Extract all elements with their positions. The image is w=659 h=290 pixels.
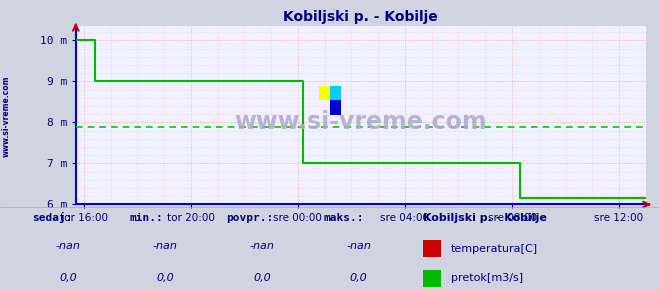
Text: pretok[m3/s]: pretok[m3/s] [451, 273, 523, 283]
Title: Kobiljski p. - Kobilje: Kobiljski p. - Kobilje [283, 10, 438, 23]
Text: min.:: min.: [129, 213, 163, 223]
Text: Kobiljski p. - Kobilje: Kobiljski p. - Kobilje [423, 213, 547, 223]
Bar [320, 86, 330, 100]
Text: 0,0: 0,0 [156, 273, 174, 282]
Text: sedaj:: sedaj: [32, 212, 73, 223]
Bar [423, 240, 442, 257]
Bar [330, 100, 341, 115]
Bar [423, 270, 442, 287]
Text: 0,0: 0,0 [253, 273, 271, 282]
Bar [330, 86, 341, 100]
Text: -nan: -nan [249, 241, 274, 251]
Text: -nan: -nan [55, 241, 80, 251]
Text: 0,0: 0,0 [350, 273, 368, 282]
Text: www.si-vreme.com: www.si-vreme.com [235, 110, 487, 134]
Text: 0,0: 0,0 [59, 273, 77, 282]
Text: temperatura[C]: temperatura[C] [451, 244, 538, 253]
Text: maks.:: maks.: [323, 213, 364, 223]
Text: -nan: -nan [346, 241, 371, 251]
Text: www.si-vreme.com: www.si-vreme.com [2, 75, 11, 157]
Text: povpr.:: povpr.: [226, 213, 273, 223]
Text: -nan: -nan [152, 241, 177, 251]
